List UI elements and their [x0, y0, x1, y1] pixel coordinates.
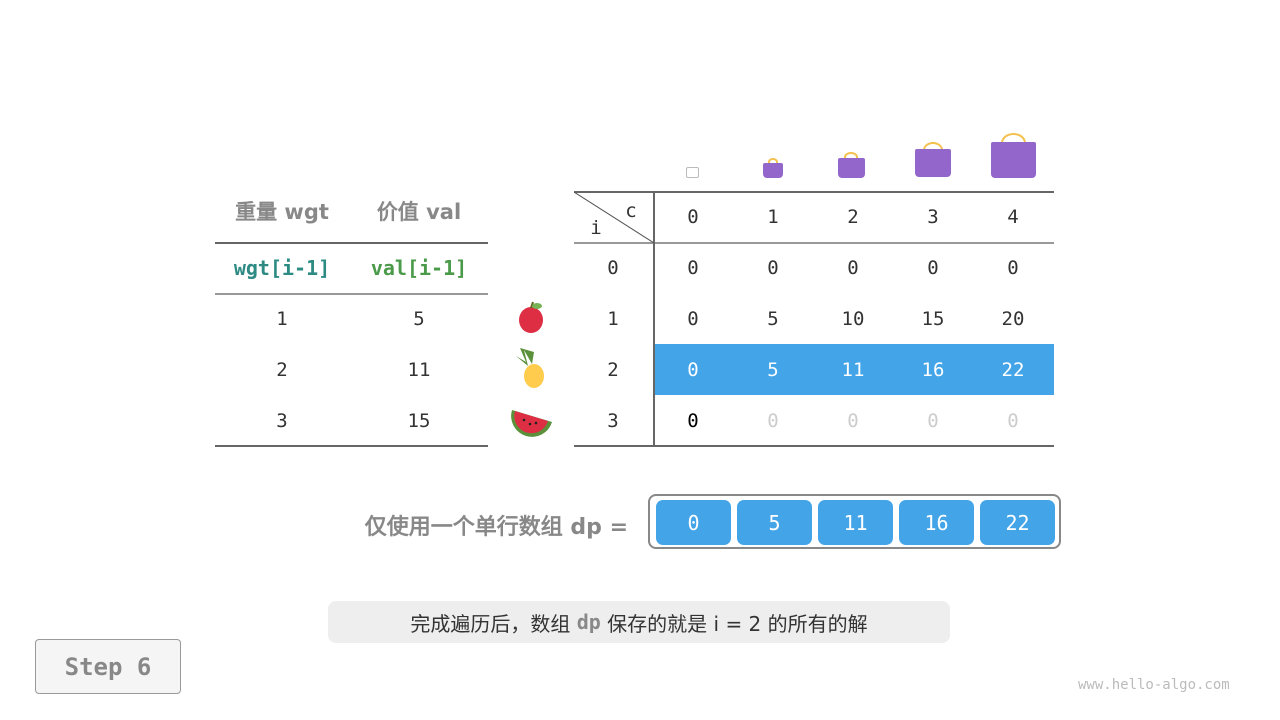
- corner-i-label: i: [590, 217, 602, 239]
- apple-icon: [519, 301, 543, 333]
- dp-cell-highlighted: 11: [841, 359, 865, 381]
- bag-outline-icon: [686, 167, 699, 178]
- dp-cell-empty: 0: [847, 410, 859, 432]
- dp-cell-empty: 0: [1007, 410, 1019, 432]
- row-header: 3: [607, 410, 619, 432]
- caption: 完成遍历后，数组 dp 保存的就是 i = 2 的所有的解: [328, 601, 950, 643]
- watermelon-icon: [511, 410, 552, 437]
- subheader-value: val[i-1]: [370, 256, 468, 280]
- row-header: 2: [607, 359, 619, 381]
- col-header: 2: [847, 206, 859, 228]
- weight-cell: 2: [276, 359, 288, 381]
- weight-cell: 1: [276, 308, 288, 330]
- dp-cell-highlighted: 16: [921, 359, 945, 381]
- dp-cell-highlighted: 22: [1001, 359, 1025, 381]
- header-weight: 重量 wgt: [235, 200, 329, 224]
- dp-cell: 10: [841, 308, 865, 330]
- dp-cell: 15: [921, 308, 945, 330]
- caption-post: 保存的就是 i = 2 的所有的解: [600, 611, 868, 636]
- caption-pre: 完成遍历后，数组: [410, 611, 577, 636]
- highlighted-row: [654, 344, 1054, 395]
- pineapple-icon: [516, 348, 544, 388]
- dp-cell: 0: [687, 308, 699, 330]
- dp-cell-highlighted: 0: [687, 359, 699, 381]
- subheader-weight: wgt[i-1]: [233, 256, 331, 280]
- col-header: 0: [687, 206, 699, 228]
- row-header: 0: [607, 257, 619, 279]
- dp-array: [648, 494, 1061, 549]
- step-label: Step 6: [35, 639, 181, 694]
- dp-cell: 0: [927, 257, 939, 279]
- dp-array-cell: 5: [737, 500, 812, 545]
- dp-cell: 5: [767, 308, 779, 330]
- dp-cell-highlighted: 5: [767, 359, 779, 381]
- weight-cell: 3: [276, 410, 288, 432]
- corner-c-label: c: [625, 200, 637, 222]
- dp-cell: 0: [767, 257, 779, 279]
- dp-cell: 0: [1007, 257, 1019, 279]
- col-header: 4: [1007, 206, 1019, 228]
- row-header: 1: [607, 308, 619, 330]
- watermark: www.hello-algo.com: [1078, 677, 1230, 693]
- value-cell: 5: [413, 308, 425, 330]
- dp-array-cell: 0: [656, 500, 731, 545]
- dp-cell: 20: [1001, 308, 1025, 330]
- caption-code: dp: [576, 610, 601, 634]
- col-header: 3: [927, 206, 939, 228]
- dp-array-cell: 22: [980, 500, 1055, 545]
- dp-array-cell: 16: [899, 500, 974, 545]
- value-cell: 11: [407, 359, 431, 381]
- dp-cell: 0: [847, 257, 859, 279]
- dp-cell-empty: 0: [927, 410, 939, 432]
- dp-cell-empty: 0: [767, 410, 779, 432]
- dp-array-label: 仅使用一个单行数组 dp =: [364, 515, 628, 540]
- value-cell: 15: [407, 410, 431, 432]
- col-header: 1: [767, 206, 779, 228]
- dp-cell: 0: [687, 257, 699, 279]
- header-value: 价值 val: [376, 200, 462, 224]
- dp-array-cell: 11: [818, 500, 893, 545]
- dp-cell: 0: [687, 410, 699, 432]
